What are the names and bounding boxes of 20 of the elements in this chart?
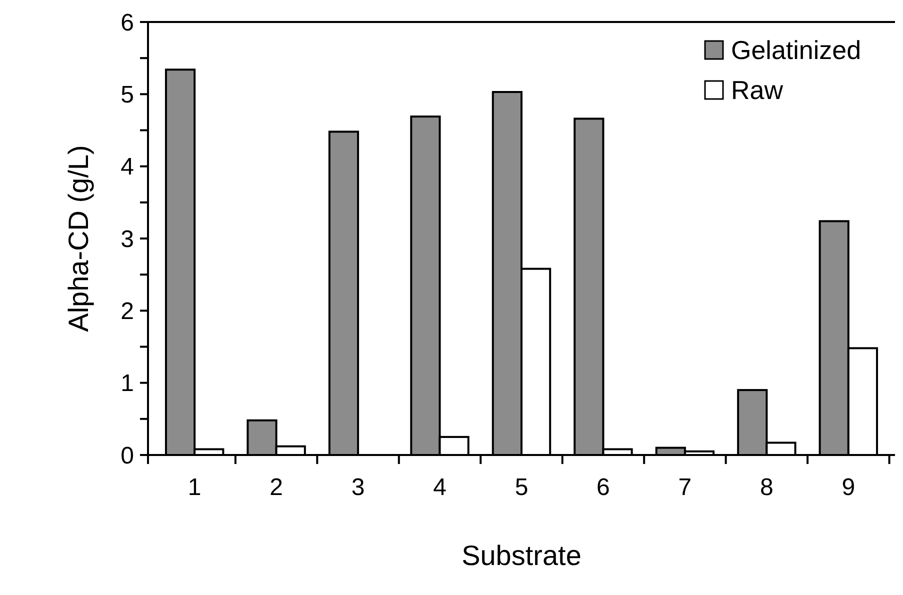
- x-tick-label: 2: [270, 474, 283, 501]
- y-tick-label: 4: [120, 154, 134, 181]
- x-tick-label: 7: [678, 474, 692, 501]
- x-tick-label: 5: [514, 474, 528, 501]
- y-tick-label: 2: [120, 298, 134, 326]
- y-tick-label: 0: [120, 442, 134, 470]
- legend-label: Raw: [731, 75, 784, 106]
- x-tick-label: 4: [433, 474, 446, 501]
- y-tick-label: 5: [120, 82, 134, 109]
- y-tick-label: 1: [120, 370, 134, 398]
- legend-label: Gelatinized: [731, 35, 862, 66]
- x-tick-label: 1: [188, 474, 202, 501]
- y-axis-title: Alpha-CD (g/L): [63, 145, 94, 332]
- x-tick-label: 8: [760, 474, 774, 501]
- x-tick-label: 9: [842, 474, 856, 501]
- y-tick-label: 3: [120, 226, 134, 253]
- x-axis-title: Substrate: [462, 540, 582, 571]
- x-tick-label: 3: [351, 474, 365, 501]
- y-tick-label: 6: [120, 9, 134, 36]
- x-tick-label: 6: [596, 474, 610, 501]
